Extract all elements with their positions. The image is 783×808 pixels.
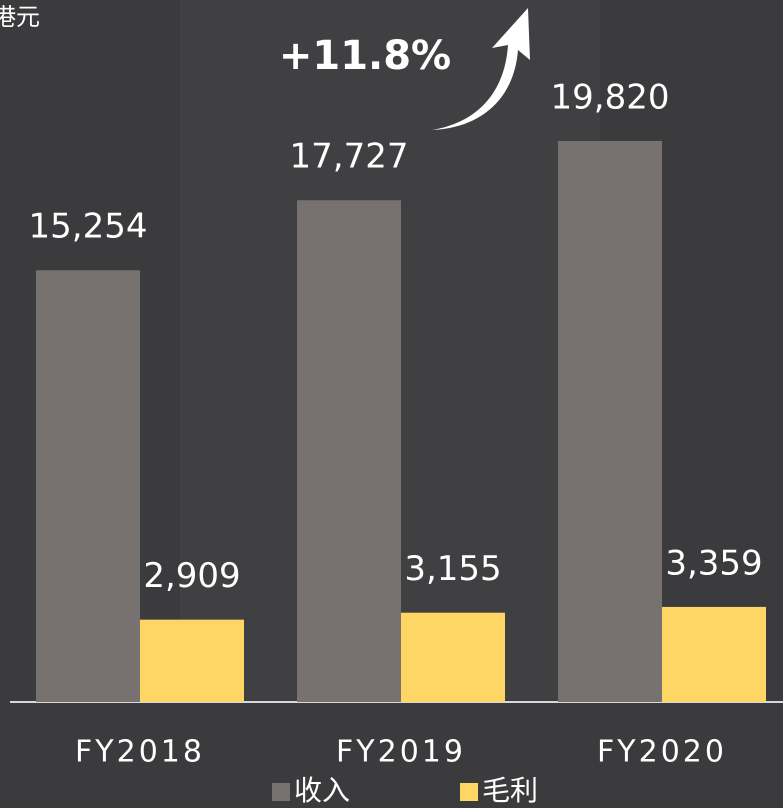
legend-swatch [272,783,290,801]
bar [140,619,244,702]
data-label: 3,359 [665,543,762,583]
x-tick-label: FY2019 [336,735,466,770]
bar [662,606,766,702]
legend-label: 毛利 [482,774,538,807]
data-label: 17,727 [290,137,409,177]
legend-swatch [460,783,478,801]
legend-label: 收入 [294,774,350,807]
bar [401,612,505,702]
bar [297,200,401,702]
data-label: 3,155 [404,549,501,589]
growth-arrow [432,8,530,130]
x-tick-label: FY2020 [597,735,727,770]
data-label: 2,909 [143,556,240,596]
chart-title: 港元 [0,3,40,31]
data-label: 15,254 [29,207,148,247]
bar [558,141,662,702]
bar [36,270,140,702]
annotation: +11.8% [279,33,451,79]
x-tick-label: FY2018 [75,735,205,770]
data-label: 19,820 [551,78,670,118]
